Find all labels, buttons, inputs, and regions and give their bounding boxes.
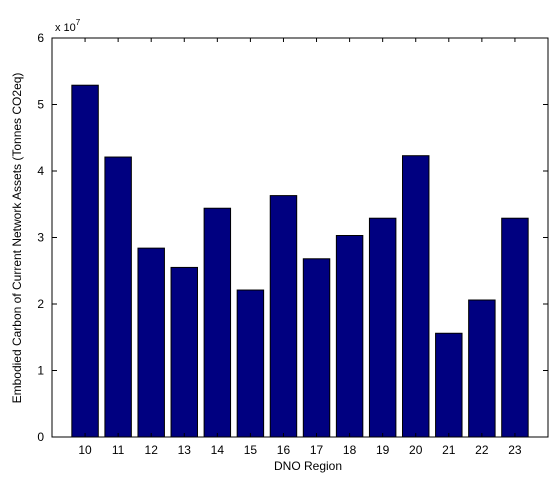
bar-17 xyxy=(302,258,331,438)
x-tick-label: 16 xyxy=(277,443,291,457)
bar-12 xyxy=(137,247,165,438)
y-tick-label: 0 xyxy=(37,430,44,444)
bar-19 xyxy=(368,217,397,438)
bar-14 xyxy=(203,207,232,438)
bar-10 xyxy=(71,84,99,438)
x-tick-label: 23 xyxy=(508,443,522,457)
y-tick-label: 2 xyxy=(37,297,44,311)
exponent-base: x 10 xyxy=(55,22,76,34)
x-tick-label: 12 xyxy=(145,443,159,457)
bar-21 xyxy=(435,332,463,438)
x-axis-label: DNO Region xyxy=(274,459,342,473)
x-tick-label: 22 xyxy=(475,443,489,457)
bars-layer xyxy=(71,84,529,438)
y-axis-exponent: x 107 xyxy=(55,18,81,34)
bar-16 xyxy=(269,195,298,438)
x-tick-label: 20 xyxy=(409,443,423,457)
plot-area xyxy=(52,38,548,437)
x-tick-label: 14 xyxy=(211,443,225,457)
y-tick-label: 4 xyxy=(37,164,44,178)
bar-20 xyxy=(402,155,430,438)
x-tick-label: 13 xyxy=(178,443,192,457)
y-tick-label: 1 xyxy=(37,364,44,378)
x-tick-label: 19 xyxy=(376,443,390,457)
y-axis: 0 1 2 3 4 5 6 xyxy=(37,31,548,444)
y-axis-label: Embodied Carbon of Current Network Asset… xyxy=(10,73,24,404)
y-tick-label: 3 xyxy=(37,231,44,245)
x-tick-label: 18 xyxy=(343,443,357,457)
bar-11 xyxy=(104,156,132,438)
bar-23 xyxy=(501,217,529,438)
x-axis: 10 11 12 13 14 15 16 17 18 19 20 21 22 23 xyxy=(78,38,522,457)
bar-13 xyxy=(170,266,198,438)
x-tick-label: 11 xyxy=(112,443,125,457)
bar-15 xyxy=(236,289,265,438)
y-tick-label: 6 xyxy=(37,31,44,45)
y-tick-label: 5 xyxy=(37,98,44,112)
x-tick-label: 21 xyxy=(442,443,456,457)
x-tick-label: 10 xyxy=(78,443,92,457)
bar-22 xyxy=(468,299,496,438)
bar-18 xyxy=(335,235,364,438)
x-tick-label: 15 xyxy=(244,443,258,457)
x-tick-label: 17 xyxy=(310,443,324,457)
exponent-power: 7 xyxy=(76,18,81,27)
